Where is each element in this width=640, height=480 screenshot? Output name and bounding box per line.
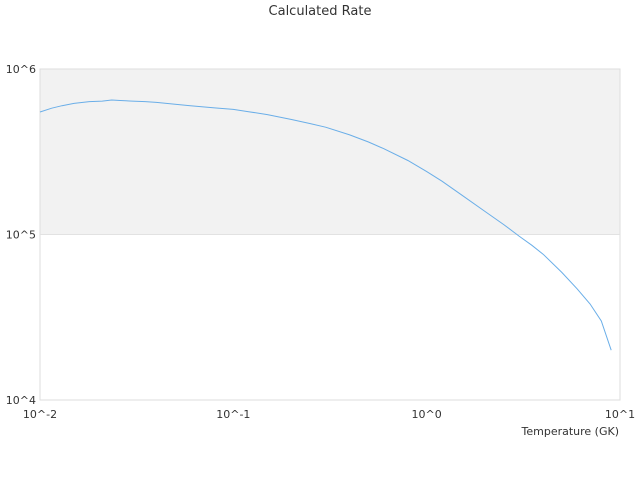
y-tick-label: 10^4 [6, 394, 36, 407]
rate-series-line [39, 99, 612, 351]
x-tick-label: 10^-2 [23, 408, 57, 421]
plot-band-layer [40, 69, 620, 235]
series-layer [39, 99, 612, 351]
y-tick-label: 10^5 [6, 229, 36, 242]
shaded-band [40, 69, 620, 235]
x-axis-label: Temperature (GK) [521, 425, 620, 438]
y-tick-label: 10^6 [6, 63, 36, 76]
x-tick-label: 10^1 [605, 408, 635, 421]
chart-title: Calculated Rate [268, 4, 372, 19]
tick-labels: 10^4 10^5 10^6 10^-2 10^-1 10^0 10^1 [6, 63, 635, 421]
plot-frame [39, 68, 621, 401]
x-tick-label: 10^0 [412, 408, 442, 421]
x-tick-label: 10^-1 [216, 408, 250, 421]
